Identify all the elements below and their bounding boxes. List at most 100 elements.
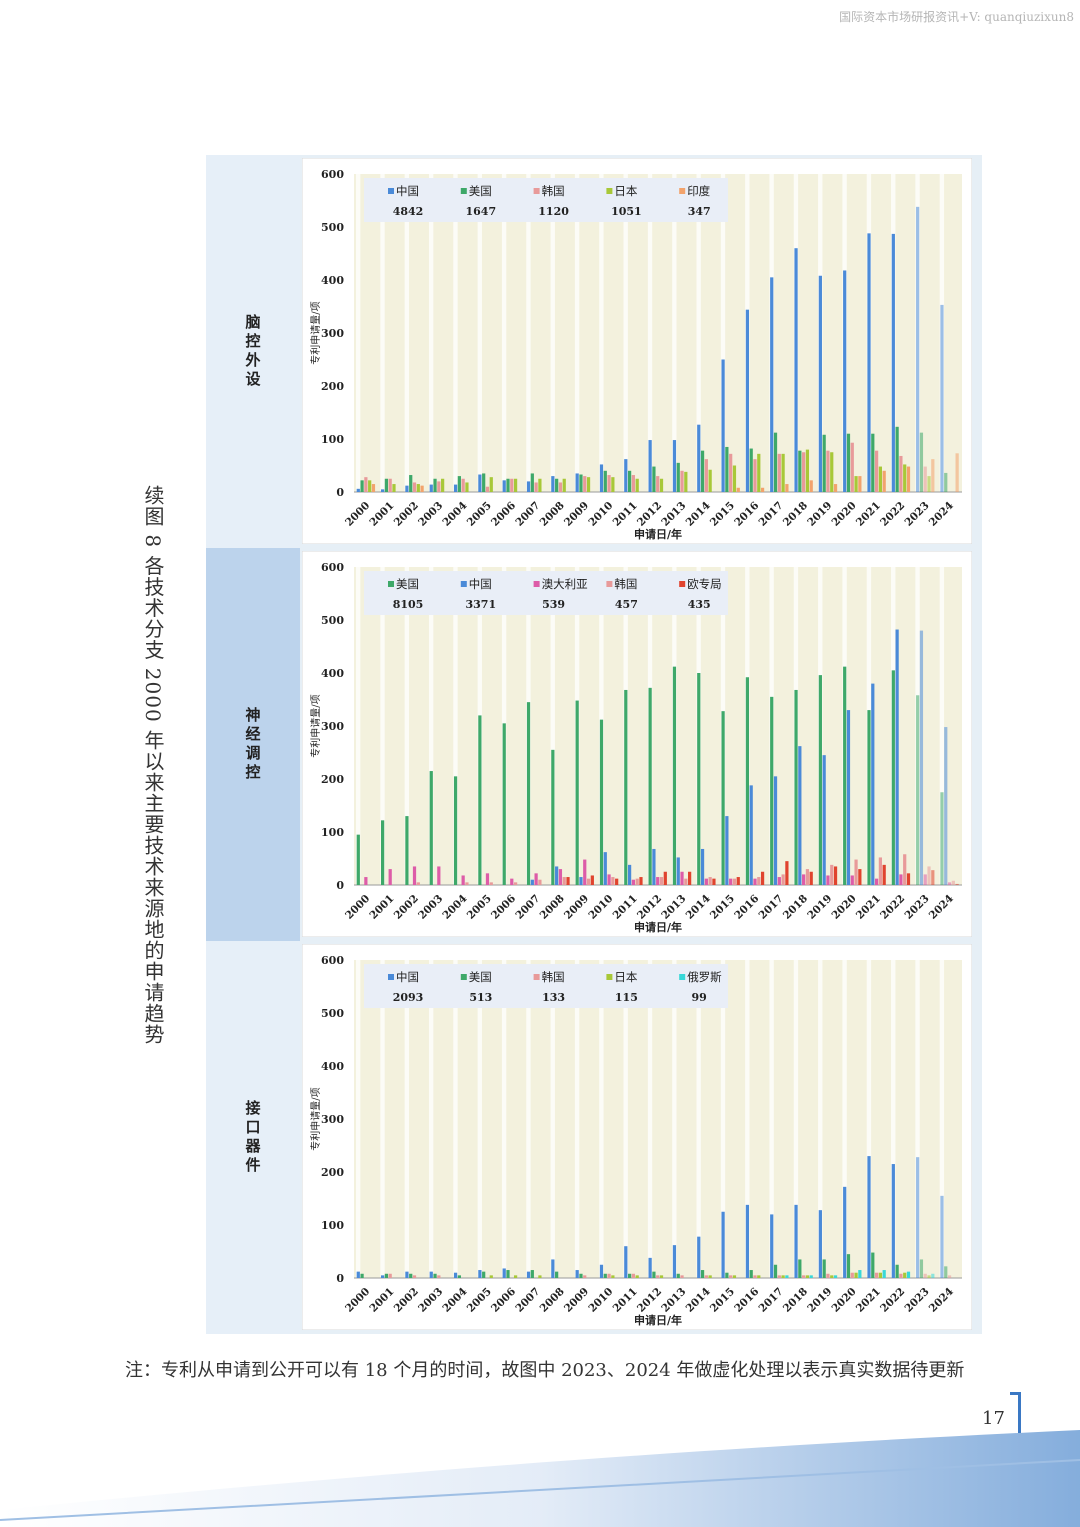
bar — [697, 424, 701, 492]
bar — [805, 449, 810, 492]
column-band — [939, 960, 945, 1278]
bar — [676, 462, 680, 492]
bar — [607, 874, 611, 885]
bar — [916, 1157, 920, 1278]
bar — [895, 1264, 899, 1278]
bar — [648, 1257, 652, 1278]
bar — [672, 666, 677, 885]
bar — [818, 275, 822, 492]
bar — [736, 487, 740, 492]
bar — [700, 450, 705, 492]
bar — [749, 448, 753, 492]
bar — [781, 874, 785, 885]
bar — [405, 1271, 409, 1278]
bar — [465, 882, 469, 885]
y-tick-label: 600 — [321, 561, 344, 574]
bar — [850, 875, 854, 885]
column-band — [672, 960, 677, 1278]
bar — [826, 450, 830, 492]
bar — [777, 877, 781, 885]
bar — [927, 866, 931, 885]
legend-swatch — [606, 188, 613, 194]
legend-series-total: 435 — [688, 598, 711, 611]
bar — [478, 1270, 482, 1278]
bar — [489, 1275, 493, 1278]
bar — [732, 1275, 737, 1278]
bar — [513, 1275, 518, 1278]
bar — [656, 476, 660, 492]
bar — [530, 473, 534, 492]
panel-label-3: 接口器件 — [243, 1099, 262, 1176]
bar — [753, 878, 757, 885]
bar — [652, 1271, 656, 1278]
bar — [579, 1273, 583, 1278]
bar — [680, 470, 684, 492]
bar — [482, 473, 486, 492]
bar — [510, 478, 514, 492]
y-tick-label: 100 — [321, 826, 344, 839]
legend-series-total: 8105 — [393, 598, 424, 611]
legend-series-name: 韩国 — [542, 970, 565, 984]
legend-swatch — [606, 974, 613, 980]
bar — [429, 771, 433, 885]
bar — [874, 878, 879, 885]
bar — [506, 1270, 510, 1278]
y-tick-label: 600 — [321, 954, 344, 967]
legend-series-total: 115 — [615, 991, 638, 1004]
bar — [794, 1204, 798, 1278]
bar — [624, 1246, 628, 1278]
column-band — [380, 567, 385, 885]
bar — [798, 450, 802, 492]
legend-series-name: 美国 — [396, 577, 419, 591]
bar — [899, 874, 903, 885]
y-axis-label: 专利申请量/项 — [309, 301, 322, 364]
bar — [798, 746, 802, 885]
column-band — [720, 174, 726, 492]
bar — [652, 848, 656, 885]
x-axis-label: 申请日/年 — [634, 527, 682, 541]
bar — [871, 683, 875, 885]
bar — [684, 471, 688, 492]
legend-series-total: 347 — [688, 205, 711, 218]
bar — [927, 1275, 931, 1278]
legend-series-total: 1120 — [538, 205, 569, 218]
bar — [416, 484, 420, 492]
bar — [700, 848, 705, 885]
column-band — [939, 567, 945, 885]
legend-series-total: 513 — [469, 991, 492, 1004]
bar — [381, 489, 385, 492]
bar — [388, 1273, 392, 1278]
bar — [843, 1186, 847, 1278]
panel-label-bg-1 — [206, 155, 300, 548]
bar — [575, 700, 579, 885]
bar — [368, 480, 372, 492]
bar — [805, 1275, 810, 1278]
bar — [777, 1275, 781, 1278]
bar — [732, 465, 737, 492]
bar — [526, 481, 531, 492]
panel-label-2: 神经调控 — [243, 706, 262, 783]
legend-series-name: 美国 — [469, 184, 492, 198]
bar — [429, 1271, 433, 1278]
bar — [725, 1272, 729, 1278]
bar — [420, 485, 424, 492]
column-band — [380, 960, 385, 1278]
column-band — [477, 174, 482, 492]
column-band — [404, 567, 410, 885]
bar — [412, 866, 417, 885]
bar — [586, 878, 591, 885]
y-tick-label: 400 — [321, 274, 344, 287]
bar — [461, 478, 465, 492]
bar — [919, 1259, 924, 1278]
bar — [830, 452, 834, 492]
bar — [697, 1236, 701, 1278]
bar — [903, 464, 907, 492]
bar — [526, 1271, 531, 1278]
bar — [551, 749, 555, 885]
bar — [805, 869, 810, 885]
bar — [502, 723, 506, 885]
y-tick-label: 400 — [321, 667, 344, 680]
legend-series-name: 日本 — [614, 184, 637, 198]
bar — [510, 878, 514, 885]
column-band — [574, 960, 580, 1278]
